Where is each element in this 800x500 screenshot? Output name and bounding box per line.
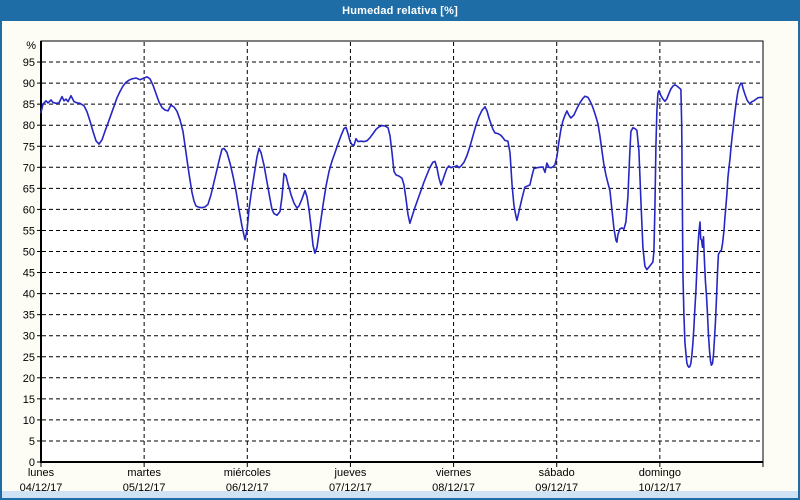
y-tick-label: 70: [23, 162, 35, 174]
y-tick-label: 55: [23, 225, 35, 237]
y-tick-label: 0: [29, 457, 35, 469]
y-tick-label: 15: [23, 394, 35, 406]
y-tick-label: 45: [23, 268, 35, 280]
x-day-label: lunes: [28, 467, 55, 479]
x-day-label: viernes: [436, 467, 472, 479]
y-tick-label: 75: [23, 141, 35, 153]
y-tick-label: 60: [23, 204, 35, 216]
y-tick-label: 90: [23, 78, 35, 90]
y-tick-label: 35: [23, 310, 35, 322]
y-tick-label: 50: [23, 247, 35, 259]
x-day-label: sábado: [539, 467, 575, 479]
x-day-label: miércoles: [224, 467, 272, 479]
y-tick-label: 95: [23, 57, 35, 69]
x-day-label: martes: [127, 467, 161, 479]
y-tick-label: 65: [23, 183, 35, 195]
y-tick-label: 25: [23, 352, 35, 364]
x-day-label: jueves: [334, 467, 367, 479]
x-day-label: domingo: [639, 467, 681, 479]
y-tick-label: 80: [23, 120, 35, 132]
y-tick-label: 10: [23, 415, 35, 427]
status-strip: [2, 491, 798, 498]
title-bar: Humedad relativa [%]: [2, 2, 798, 21]
y-tick-label: 20: [23, 373, 35, 385]
y-tick-label: 5: [29, 436, 35, 448]
chart-title: Humedad relativa [%]: [342, 5, 458, 17]
y-tick-label: 40: [23, 289, 35, 301]
y-tick-label: 30: [23, 331, 35, 343]
y-axis-unit-label: %: [26, 40, 36, 52]
y-tick-label: 85: [23, 99, 35, 111]
humidity-line: [40, 76, 763, 369]
